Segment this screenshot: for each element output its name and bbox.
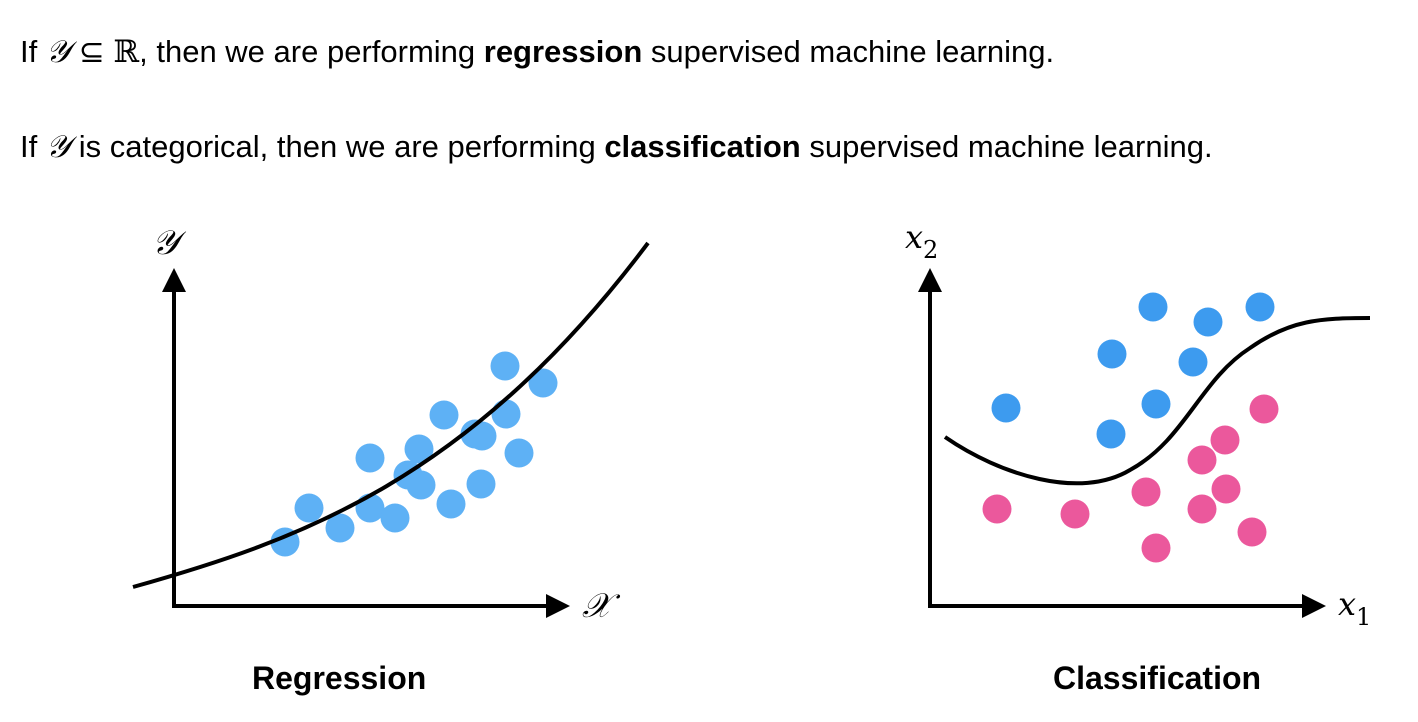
- regression-point: [429, 400, 459, 430]
- line2-prefix: If: [20, 129, 46, 164]
- classification-definition: If 𝒴 is categorical, then we are perform…: [20, 131, 1213, 163]
- class-b-point: [1141, 533, 1171, 563]
- decision-boundary: [943, 316, 1371, 486]
- regression-point: [436, 489, 466, 519]
- regression-point: [466, 469, 496, 499]
- class-a-point: [991, 393, 1021, 423]
- class-b-point: [1187, 494, 1217, 524]
- class-a-point: [1193, 307, 1223, 337]
- classification-x-label-sub: 1: [1356, 603, 1371, 631]
- line2-middle: is categorical, then we are performing: [70, 129, 605, 164]
- regression-definition: If 𝒴 ⊆ ℝ, then we are performing regress…: [20, 36, 1054, 68]
- subset-symbol: ⊆: [70, 34, 114, 69]
- class-b-point: [1131, 477, 1161, 507]
- regression-point: [490, 351, 520, 381]
- class-b-point: [1237, 517, 1267, 547]
- regression-y-label: 𝒴: [152, 223, 187, 263]
- regression-point: [294, 493, 324, 523]
- classification-diagram: x2 x1: [905, 218, 1371, 631]
- class-b-point: [1060, 499, 1090, 529]
- y-symbol: 𝒴: [45, 34, 71, 70]
- regression-term: regression: [483, 34, 643, 69]
- reals-symbol: ℝ: [113, 34, 140, 70]
- regression-point: [406, 470, 436, 500]
- regression-point: [325, 513, 355, 543]
- regression-point: [380, 503, 410, 533]
- regression-caption: Regression: [252, 660, 427, 696]
- regression-fit-curve: [132, 241, 650, 589]
- class-a-point: [1245, 292, 1275, 322]
- class-b-point: [1210, 425, 1240, 455]
- line1-prefix: If: [20, 34, 46, 69]
- classification-term: classification: [604, 129, 801, 164]
- class-a-point: [1097, 339, 1127, 369]
- classification-caption: Classification: [1053, 660, 1262, 696]
- class-a-point: [1178, 347, 1208, 377]
- class-a-point: [1141, 389, 1171, 419]
- regression-x-label: 𝒳: [582, 586, 621, 626]
- y-symbol: 𝒴: [45, 129, 71, 165]
- line2-suffix: supervised machine learning.: [800, 129, 1213, 164]
- classification-y-label: x2: [905, 218, 938, 264]
- class-b-point: [1187, 445, 1217, 475]
- classification-points: [982, 292, 1279, 563]
- regression-point: [504, 438, 534, 468]
- regression-point: [528, 368, 558, 398]
- regression-point: [491, 399, 521, 429]
- classification-x-label: x1: [1338, 585, 1371, 631]
- line1-middle: , then we are performing: [139, 34, 484, 69]
- classification-y-label-main: x: [905, 218, 923, 256]
- classification-y-label-sub: 2: [923, 236, 938, 264]
- class-a-point: [1096, 419, 1126, 449]
- regression-point: [404, 434, 434, 464]
- regression-point: [467, 421, 497, 451]
- class-a-point: [1138, 292, 1168, 322]
- classification-x-label-main: x: [1338, 585, 1356, 623]
- line1-suffix: supervised machine learning.: [642, 34, 1055, 69]
- class-b-point: [1249, 394, 1279, 424]
- class-b-point: [1211, 474, 1241, 504]
- regression-diagram: 𝒴 𝒳: [132, 223, 650, 626]
- regression-point: [355, 443, 385, 473]
- class-b-point: [982, 494, 1012, 524]
